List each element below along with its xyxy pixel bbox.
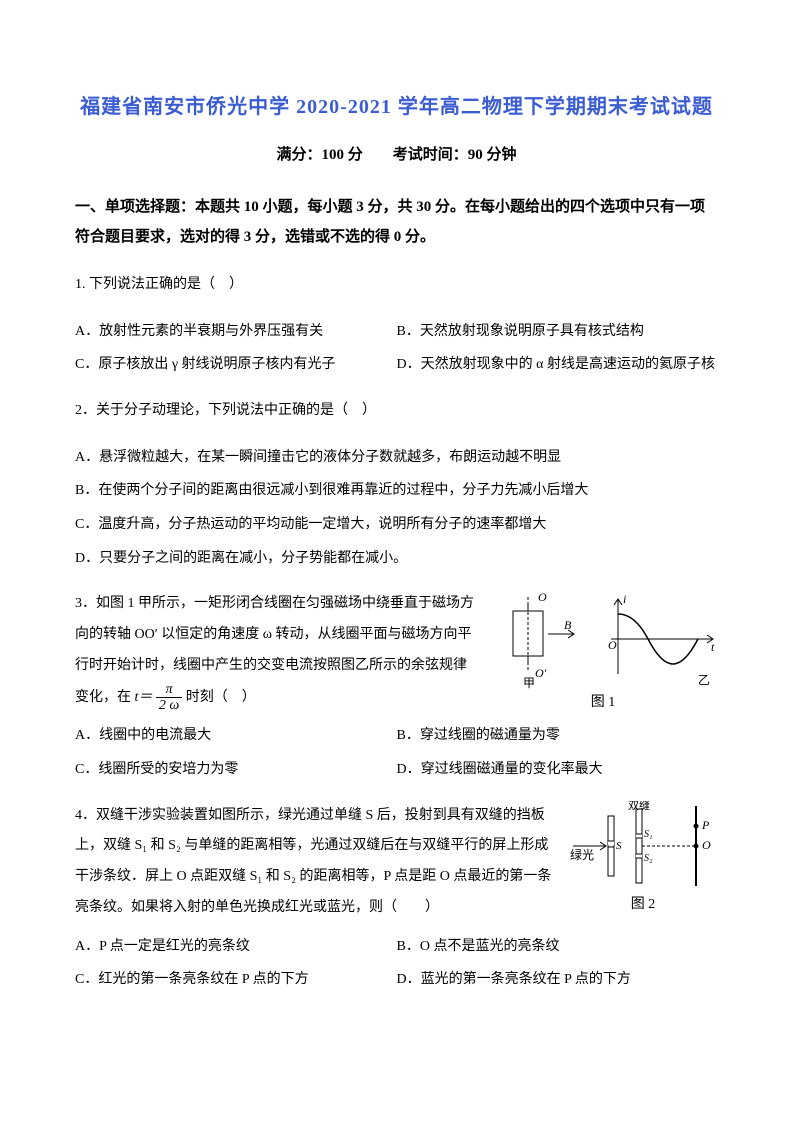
q3-block: 3．如图 1 甲所示，一矩形闭合线圈在匀强磁场中绕垂直于磁场方向的转轴 OO′ …: [75, 589, 718, 713]
q3-text: 3．如图 1 甲所示，一矩形闭合线圈在匀强磁场中绕垂直于磁场方向的转轴 OO′ …: [75, 589, 478, 713]
q3-options: A．线圈中的电流最大 B．穿过线圈的磁通量为零 C．线圈所受的安培力为零 D．穿…: [75, 719, 718, 786]
fig1-label-o-top: O: [538, 590, 547, 604]
exam-title: 福建省南安市侨光中学 2020-2021 学年高二物理下学期期末考试试题: [75, 90, 718, 119]
q3-frac-bot: 2 ω: [156, 698, 182, 713]
q4-figure: 绿光 S 双缝 S₁ S₂: [568, 801, 718, 924]
fig2-label-s2: S₂: [644, 853, 653, 864]
q2-opt-a: A．悬浮微粒越大，在某一瞬间撞击它的液体分子数就越多，布朗运动越不明显: [75, 441, 718, 475]
q3-t-equals: t＝: [135, 690, 153, 705]
fig2-label-s1: S₁: [644, 829, 652, 840]
q3-frac-top: π: [156, 682, 182, 698]
q1-opt-b: B．天然放射现象说明原子具有核式结构: [397, 315, 719, 349]
q4-block: 4．双缝干涉实验装置如图所示，绿光通过单缝 S 后，投射到具有双缝的挡板上，双缝…: [75, 801, 718, 924]
figure-1-svg: O O′ B 甲 i O t 乙: [488, 589, 718, 689]
q2-opt-d: D．只要分子之间的距离在减小，分子势能都在减小。: [75, 542, 718, 576]
q3-fraction: π 2 ω: [156, 682, 182, 714]
q2-options: A．悬浮微粒越大，在某一瞬间撞击它的液体分子数就越多，布朗运动越不明显 B．在使…: [75, 441, 718, 575]
q3-opt-a: A．线圈中的电流最大: [75, 719, 397, 753]
fig1-label-yi: 乙: [698, 673, 710, 687]
q4-opt-a: A．P 点一定是红光的亮条纹: [75, 930, 397, 964]
fig2-label-doubleslit: 双缝: [628, 801, 650, 812]
fig2-caption: 图 2: [631, 893, 656, 913]
fig1-label-jia: 甲: [523, 676, 535, 689]
q4-opt-b: B．O 点不是蓝光的亮条纹: [397, 930, 719, 964]
fig2-label-s: S: [616, 840, 622, 852]
q1-stem: 1. 下列说法正确的是（ ）: [75, 270, 718, 301]
q3-stem-part1: 3．如图 1 甲所示，一矩形闭合线圈在匀强磁场中绕垂直于磁场方向的转轴 OO′ …: [75, 596, 474, 705]
q1-opt-d: D．天然放射现象中的 α 射线是高速运动的氦原子核: [397, 348, 719, 382]
q2-stem: 2．关于分子动理论，下列说法中正确的是（ ）: [75, 396, 718, 427]
q3-figure: O O′ B 甲 i O t 乙: [488, 589, 718, 713]
exam-subtitle: 满分：100 分 考试时间：90 分钟: [75, 143, 718, 164]
q3-opt-d: D．穿过线圈磁通量的变化率最大: [397, 753, 719, 787]
q2-opt-b: B．在使两个分子间的距离由很远减小到很难再靠近的过程中，分子力先减小后增大: [75, 474, 718, 508]
fig1-label-i: i: [623, 592, 626, 606]
fig1-label-t: t: [711, 640, 715, 654]
q1-options: A．放射性元素的半衰期与外界压强有关 B．天然放射现象说明原子具有核式结构 C．…: [75, 315, 718, 382]
fig1-label-oaxis: O: [608, 638, 617, 652]
fig1-caption: 图 1: [591, 691, 616, 711]
section-header: 一、单项选择题：本题共 10 小题，每小题 3 分，共 30 分。在每小题给出的…: [75, 192, 718, 252]
q3-stem-part2: 时刻（ ）: [186, 690, 256, 705]
fig2-label-green: 绿光: [570, 847, 594, 862]
fig2-label-o: O: [702, 838, 711, 852]
q4-options: A．P 点一定是红光的亮条纹 B．O 点不是蓝光的亮条纹 C．红光的第一条亮条纹…: [75, 930, 718, 997]
q3-opt-c: C．线圈所受的安培力为零: [75, 753, 397, 787]
fig2-label-p: P: [701, 818, 710, 832]
q2-opt-c: C．温度升高，分子热运动的平均动能一定增大，说明所有分子的速率都增大: [75, 508, 718, 542]
fig1-label-b: B: [564, 618, 572, 632]
fig1-label-o-bot: O′: [535, 666, 547, 680]
q4-text: 4．双缝干涉实验装置如图所示，绿光通过单缝 S 后，投射到具有双缝的挡板上，双缝…: [75, 801, 558, 924]
q3-opt-b: B．穿过线圈的磁通量为零: [397, 719, 719, 753]
figure-2-svg: 绿光 S 双缝 S₁ S₂: [568, 801, 718, 891]
q1-opt-a: A．放射性元素的半衰期与外界压强有关: [75, 315, 397, 349]
q4-opt-d: D．蓝光的第一条亮条纹在 P 点的下方: [397, 963, 719, 997]
q4-opt-c: C．红光的第一条亮条纹在 P 点的下方: [75, 963, 397, 997]
q1-opt-c: C．原子核放出 γ 射线说明原子核内有光子: [75, 348, 397, 382]
